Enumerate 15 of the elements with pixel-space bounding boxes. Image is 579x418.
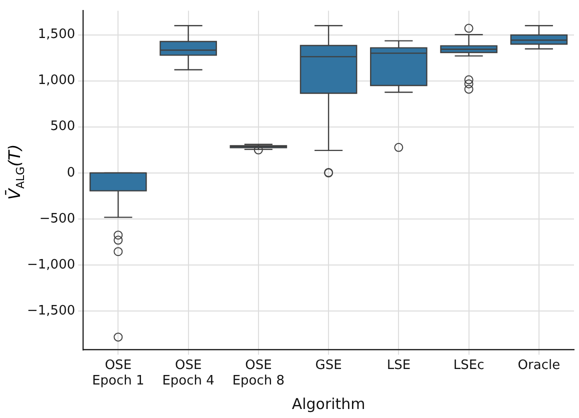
y-tick-label: 500	[50, 119, 76, 134]
x-tick-label: LSEc	[453, 358, 484, 373]
y-tick-label: 0	[66, 165, 76, 180]
x-tick-label: GSE	[315, 358, 342, 373]
y-tick-label: −1,500	[27, 303, 76, 318]
x-tick-label: LSE	[386, 358, 411, 373]
x-tick-label: OSE Epoch 4	[162, 358, 214, 389]
x-axis-title: Algorithm	[292, 394, 366, 413]
x-tick-label: Oracle	[518, 358, 560, 373]
y-tick-label: 1,000	[38, 73, 76, 88]
x-tick-label: OSE Epoch 8	[232, 358, 285, 389]
y-tick-label: 1,500	[38, 27, 76, 42]
x-tick-label: OSE Epoch 1	[92, 358, 144, 389]
y-tick-label: −1,000	[27, 257, 76, 272]
y-tick-label: −500	[39, 211, 76, 226]
